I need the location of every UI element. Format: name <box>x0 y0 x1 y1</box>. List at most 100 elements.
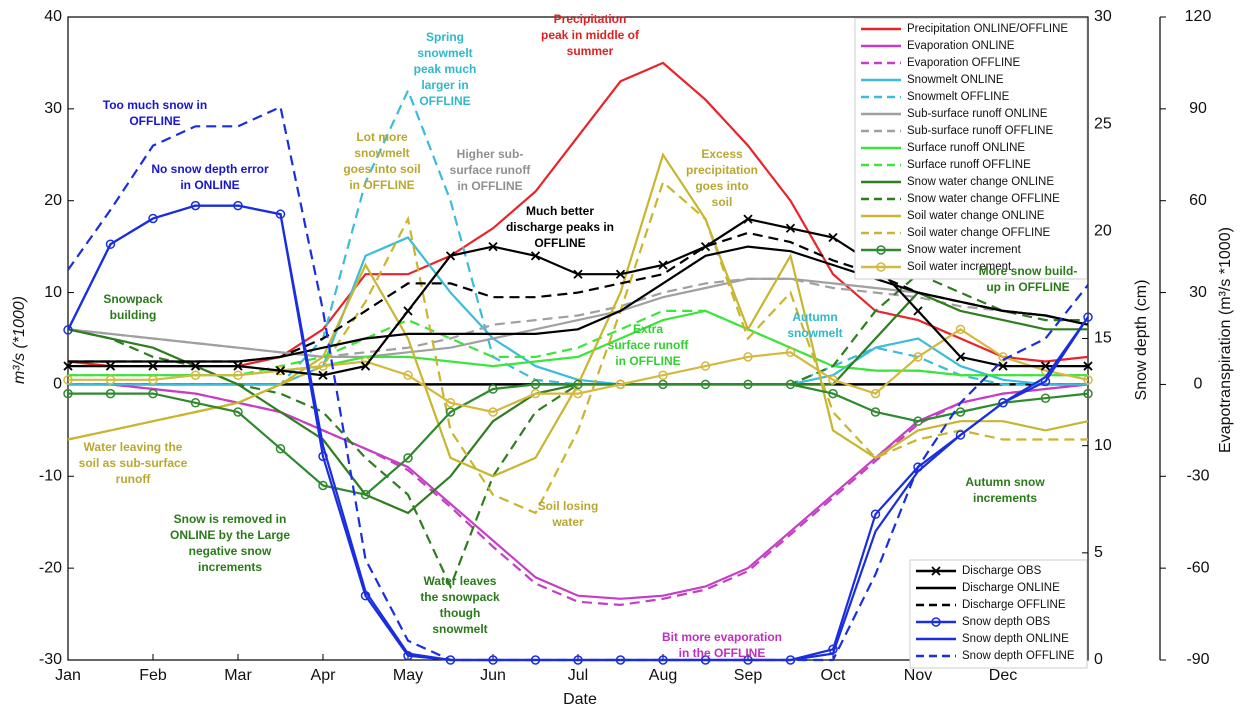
legend-box <box>909 559 1088 669</box>
annotation: snowmelt <box>417 46 472 60</box>
marker <box>63 361 73 371</box>
y2-axis-label: Snow depth (cm) <box>1133 280 1150 401</box>
marker <box>148 375 158 385</box>
legend-marker <box>876 262 886 272</box>
marker <box>403 453 413 463</box>
marker <box>105 375 116 385</box>
marker <box>148 213 158 224</box>
y2-tick-label: 5 <box>1094 544 1103 561</box>
marker <box>530 251 541 261</box>
annotation: runoff <box>116 472 152 486</box>
marker <box>403 306 413 316</box>
annotation: OFFLINE <box>534 236 585 250</box>
marker <box>700 242 711 252</box>
annotation: peak in middle of <box>541 28 640 42</box>
y3-tick-label: 120 <box>1185 8 1212 25</box>
marker <box>743 352 753 362</box>
x-tick-label: Jul <box>568 667 588 684</box>
annotation: soil <box>712 195 733 209</box>
marker <box>190 398 201 408</box>
annotation: Higher sub- <box>457 147 524 161</box>
legend-label: Surface runoff ONLINE <box>907 142 1025 154</box>
marker <box>658 370 668 380</box>
legend: Precipitation ONLINE/OFFLINE Evaporation … <box>854 17 1088 280</box>
marker <box>743 214 753 224</box>
marker <box>445 398 456 408</box>
legend-label: Soil water change ONLINE <box>907 210 1045 222</box>
annotation: soil as sub-surface <box>79 456 188 470</box>
legend-label: Sub-surface runoff ONLINE <box>907 108 1048 120</box>
y3-tick-label: -60 <box>1186 559 1209 576</box>
marker <box>913 352 923 362</box>
y2-tick-label: 25 <box>1094 115 1112 132</box>
annotation: Extra <box>633 322 663 336</box>
annotation: peak much <box>414 62 477 76</box>
marker <box>360 489 371 500</box>
marker <box>105 361 116 371</box>
legend-label: Snowmelt OFFLINE <box>907 91 1010 103</box>
legend-label: Discharge OFFLINE <box>962 599 1066 611</box>
marker <box>870 407 881 417</box>
marker <box>318 370 328 380</box>
marker <box>488 407 498 417</box>
annotation: goes into soil <box>343 162 420 176</box>
legend-marker <box>931 617 941 627</box>
legend-marker <box>931 566 941 576</box>
legend-label: Snowmelt ONLINE <box>907 74 1004 86</box>
y2-tick-label: 15 <box>1094 330 1112 347</box>
annotation: ONLINE by the Large <box>170 528 290 542</box>
marker <box>148 388 158 399</box>
marker <box>275 443 286 454</box>
y3-tick-label: -90 <box>1186 651 1209 668</box>
marker <box>785 347 796 358</box>
y-tick-label: 20 <box>44 192 62 209</box>
x-tick-label: Mar <box>224 667 252 684</box>
marker <box>700 361 711 371</box>
marker <box>913 416 923 426</box>
x-tick-label: May <box>393 667 423 684</box>
annotation: Too much snow in <box>103 98 207 112</box>
annotation: in OFFLINE <box>349 178 414 192</box>
series-line <box>68 327 1089 414</box>
marker <box>105 239 116 249</box>
annotation: surface runoff <box>450 163 532 177</box>
annotation: Precipitation <box>554 12 627 26</box>
series-line <box>68 231 1089 363</box>
legend-label: Sub-surface runoff OFFLINE <box>907 125 1053 137</box>
marker <box>615 379 626 390</box>
x-tick-label: Apr <box>311 667 337 684</box>
y-tick-label: 40 <box>44 8 62 25</box>
marker <box>955 352 966 362</box>
marker <box>785 223 796 233</box>
y3-tick-label: -30 <box>1186 468 1209 485</box>
marker <box>530 388 541 399</box>
legend-label: Evaporation OFFLINE <box>907 57 1020 69</box>
legend-label: Snow water increment <box>907 244 1022 256</box>
annotation: Much better <box>526 204 594 218</box>
marker <box>148 361 158 371</box>
annotation: Water leaving the <box>84 440 183 454</box>
marker <box>488 384 498 394</box>
annotation: goes into <box>695 179 748 193</box>
legend-marker <box>876 245 886 255</box>
marker <box>700 379 711 390</box>
marker <box>1040 393 1051 403</box>
legend-label: Surface runoff OFFLINE <box>907 159 1031 171</box>
marker <box>445 407 456 417</box>
annotation: discharge peaks in <box>506 220 614 234</box>
series-line <box>67 105 1089 662</box>
marker <box>1040 361 1051 371</box>
y2-tick-label: 0 <box>1094 651 1103 668</box>
annotation: Spring <box>426 30 464 44</box>
marker <box>955 407 966 417</box>
annotation: Snow is removed in <box>174 512 287 526</box>
marker <box>190 370 201 380</box>
legend-label: Snow depth ONLINE <box>962 633 1069 645</box>
annotation: building <box>110 308 157 322</box>
marker <box>828 375 838 385</box>
marker <box>573 379 583 390</box>
marker <box>998 398 1008 408</box>
x-tick-label: Oct <box>821 667 846 684</box>
annotation: OFFLINE <box>419 94 470 108</box>
annotation: surface runoff <box>608 338 690 352</box>
